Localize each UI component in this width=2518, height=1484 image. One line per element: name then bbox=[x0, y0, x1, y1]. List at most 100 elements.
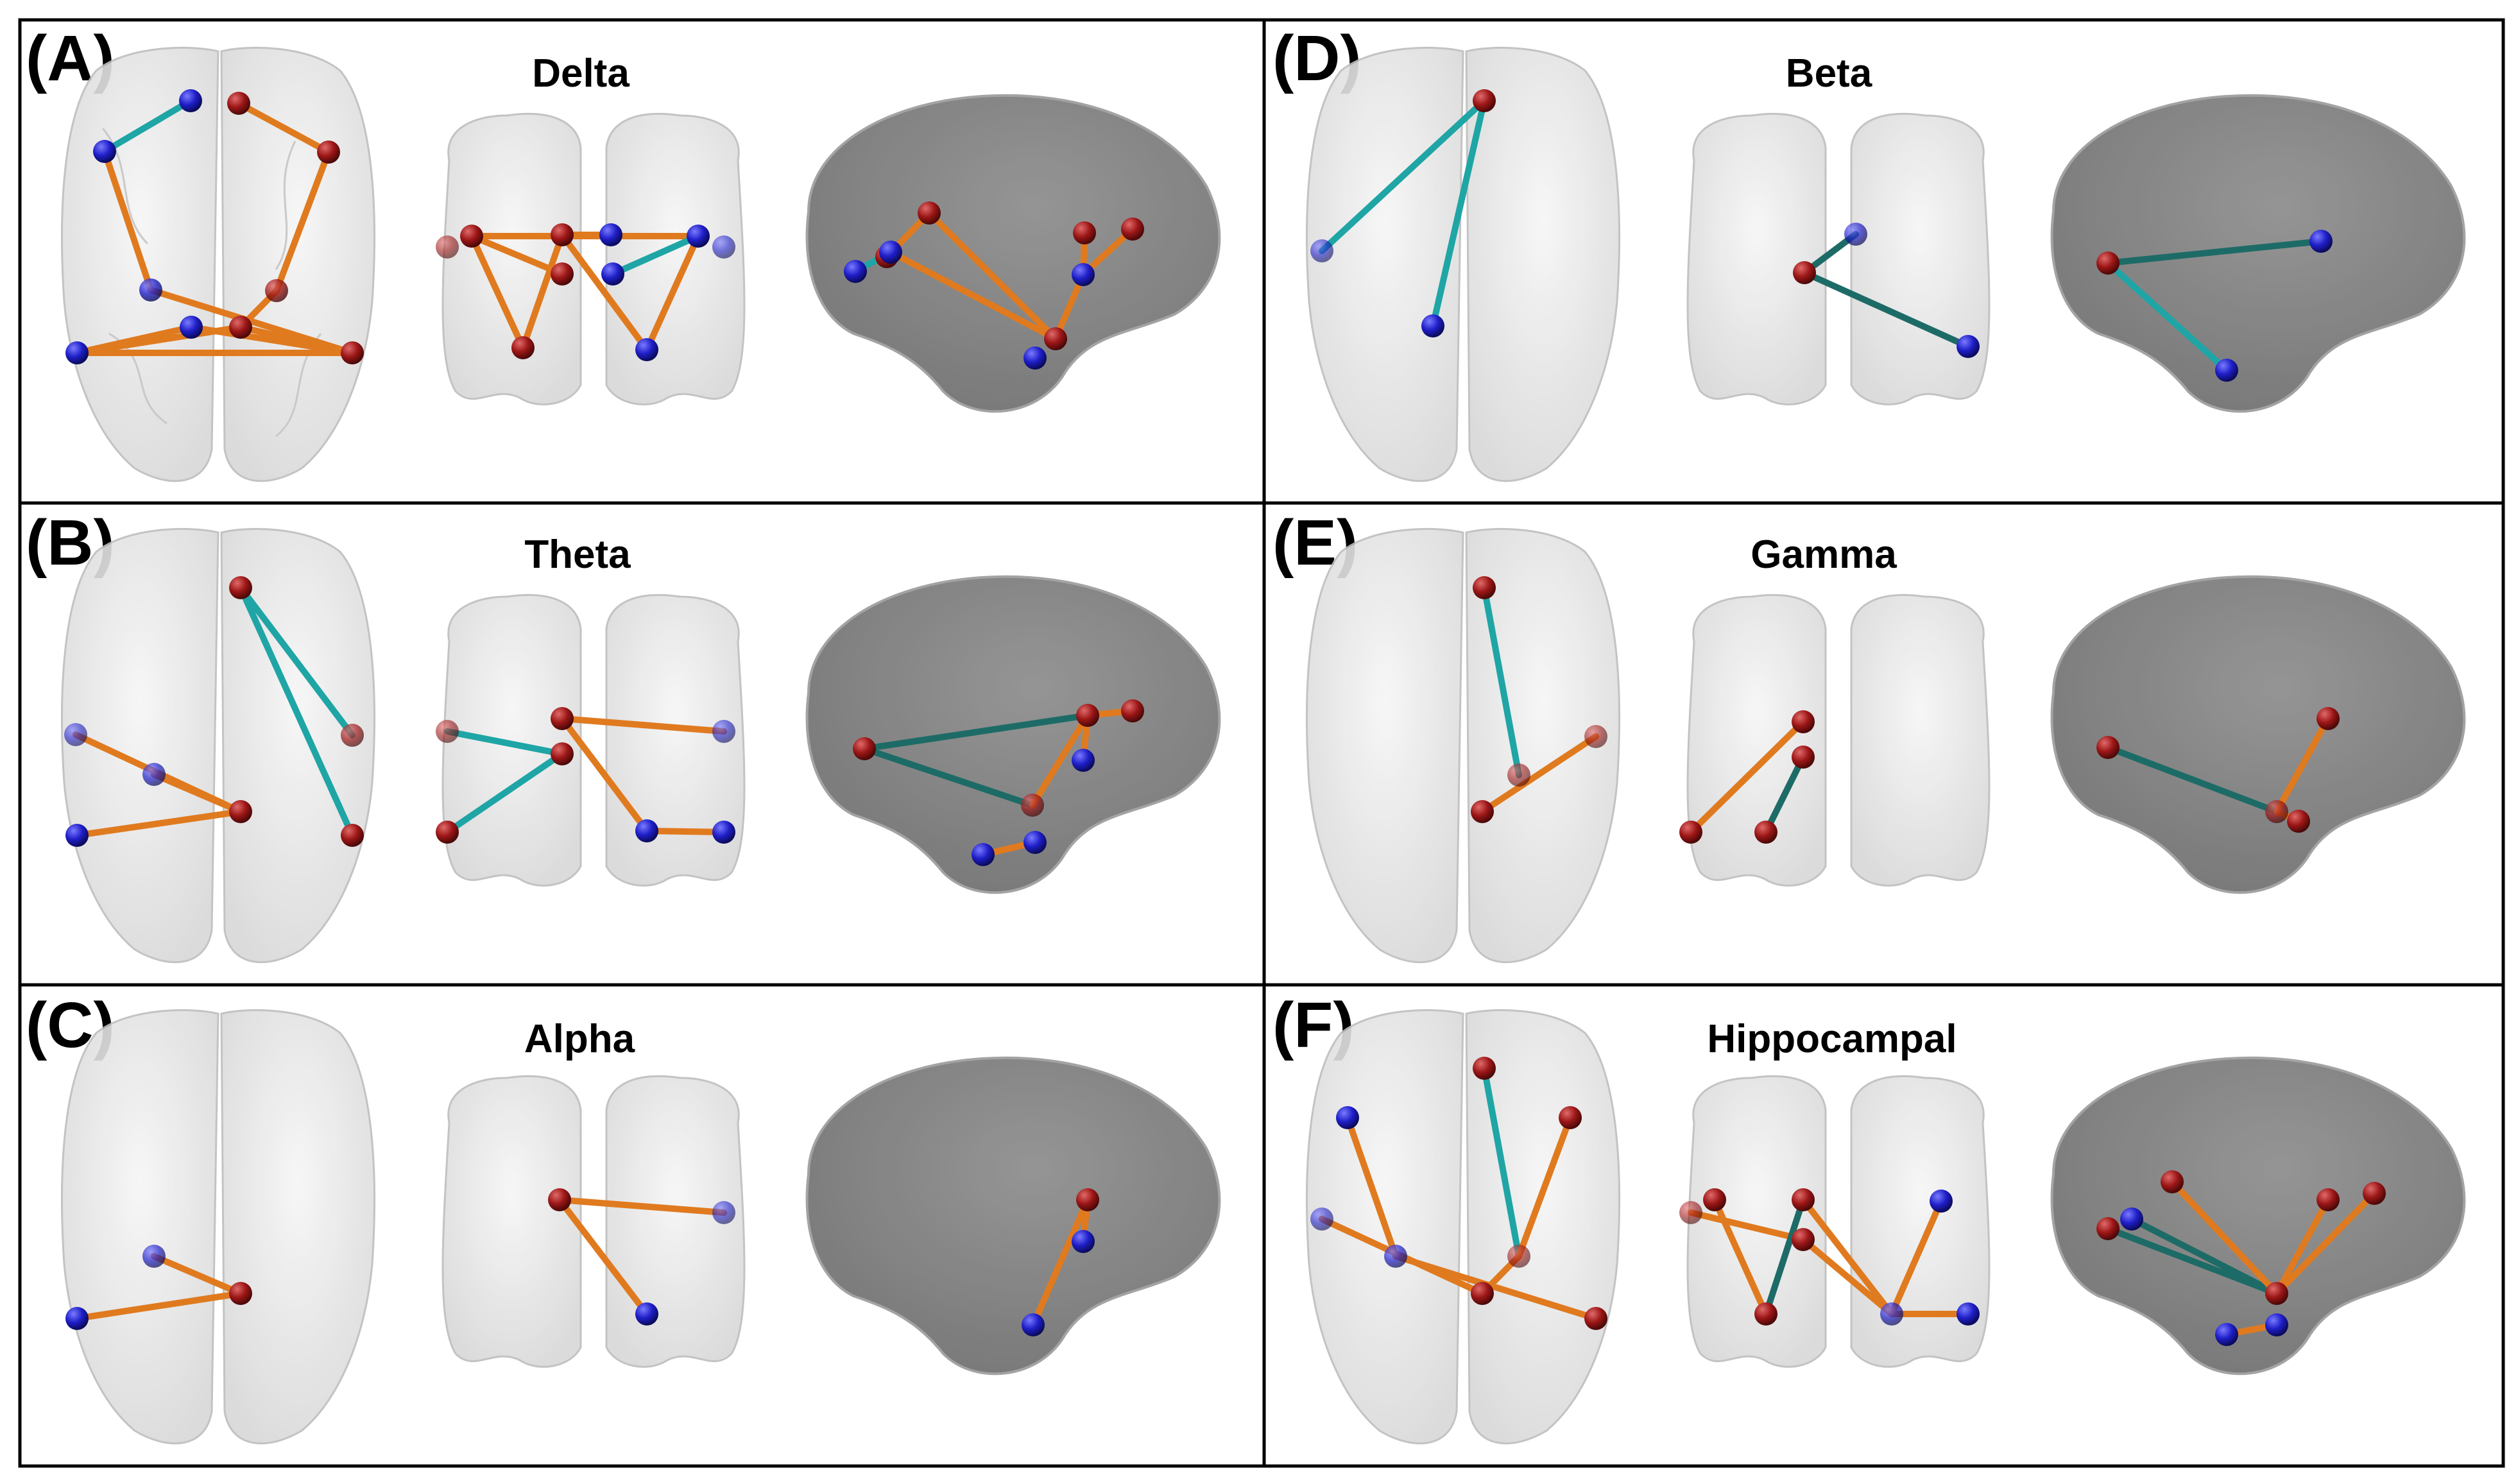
connection-edge bbox=[1479, 733, 1599, 815]
node-red bbox=[341, 724, 364, 747]
node-blue bbox=[635, 338, 658, 361]
brain-axial-view bbox=[61, 1009, 375, 1445]
connection-edge bbox=[2105, 238, 2324, 266]
node-red bbox=[1792, 1228, 1815, 1251]
node-blue bbox=[1930, 1190, 1953, 1213]
node-blue bbox=[139, 278, 162, 302]
node-blue bbox=[179, 89, 202, 112]
node-red bbox=[1792, 1188, 1815, 1211]
brain-coronal-view bbox=[1686, 1075, 1991, 1368]
brain-surface bbox=[1465, 46, 1620, 482]
panel-title: Alpha bbox=[524, 1017, 635, 1061]
connection-edge bbox=[1800, 1197, 1895, 1317]
node-red bbox=[1584, 1307, 1607, 1330]
node-blue bbox=[1880, 1302, 1903, 1326]
node-blue bbox=[1421, 314, 1444, 337]
node-blue bbox=[93, 140, 116, 163]
node-blue bbox=[65, 824, 89, 847]
connection-edge bbox=[926, 210, 1059, 342]
brain-surface bbox=[61, 527, 219, 964]
brain-surface bbox=[220, 1009, 375, 1445]
panel-title: Theta bbox=[524, 533, 631, 577]
node-blue bbox=[1310, 239, 1333, 262]
connection-edge bbox=[559, 715, 727, 735]
node-red bbox=[2161, 1170, 2184, 1193]
brain-sagittal-view bbox=[2050, 1056, 2466, 1376]
brain-axial-view bbox=[1306, 1009, 1620, 1445]
connection-edge bbox=[151, 1253, 244, 1297]
node-red bbox=[229, 576, 252, 599]
node-blue bbox=[142, 1245, 166, 1268]
brain-surface bbox=[1686, 112, 1827, 405]
node-blue bbox=[712, 720, 735, 743]
node-red bbox=[436, 821, 459, 844]
brain-surface bbox=[441, 593, 582, 887]
panel-title: Beta bbox=[1786, 51, 1872, 96]
node-red bbox=[436, 235, 459, 259]
brain-surface bbox=[1306, 46, 1464, 482]
connection-edge bbox=[273, 149, 332, 294]
connection-edge bbox=[1319, 98, 1487, 254]
node-red bbox=[1076, 704, 1099, 727]
node-red bbox=[229, 316, 252, 339]
brain-axial-view bbox=[61, 46, 375, 482]
panel-gamma: (E) Gamma bbox=[1272, 507, 2466, 964]
connection-edge bbox=[1481, 584, 1522, 778]
connection-edge bbox=[1801, 269, 1971, 350]
node-blue bbox=[1023, 346, 1047, 370]
node-red bbox=[551, 707, 574, 730]
node-blue bbox=[1072, 1230, 1095, 1253]
node-red bbox=[1121, 699, 1144, 722]
node-red bbox=[1679, 821, 1702, 844]
node-blue bbox=[1384, 1245, 1407, 1268]
node-red bbox=[2317, 1188, 2340, 1211]
node-red bbox=[1584, 725, 1607, 748]
node-blue bbox=[65, 341, 89, 364]
node-red bbox=[2265, 1282, 2288, 1305]
panel-title: Gamma bbox=[1751, 533, 1897, 577]
nodes bbox=[1310, 1057, 2386, 1346]
node-red bbox=[1559, 1106, 1582, 1129]
node-red bbox=[317, 141, 340, 164]
brain-surface bbox=[1850, 1075, 1991, 1368]
node-blue bbox=[1957, 335, 1980, 358]
node-blue bbox=[712, 235, 735, 259]
connection-edge bbox=[101, 98, 194, 155]
brain-surface bbox=[1686, 593, 1827, 887]
connection-edge bbox=[556, 1197, 727, 1216]
brain-axial-view bbox=[61, 527, 375, 964]
connection-edge bbox=[151, 771, 244, 815]
node-blue bbox=[844, 260, 867, 283]
connection-edge bbox=[644, 233, 701, 353]
node-blue bbox=[2265, 1313, 2288, 1336]
node-red bbox=[1473, 89, 1496, 112]
connection-edge bbox=[1430, 98, 1487, 329]
node-red bbox=[2096, 252, 2120, 275]
node-red bbox=[2317, 707, 2340, 730]
connection-edge bbox=[2105, 744, 2280, 815]
brain-surface bbox=[805, 575, 1221, 894]
connection-edge bbox=[74, 1290, 244, 1322]
connection-edge bbox=[887, 249, 1059, 342]
brain-surface bbox=[805, 94, 1221, 413]
node-red bbox=[227, 92, 250, 115]
node-red bbox=[2265, 800, 2288, 823]
node-red bbox=[1473, 1057, 1496, 1080]
connection-edge bbox=[1800, 1236, 1895, 1317]
brain-surface bbox=[1465, 527, 1620, 964]
connection-edge bbox=[2105, 1225, 2280, 1297]
node-red bbox=[1044, 327, 1067, 350]
node-blue bbox=[1022, 1313, 1045, 1336]
connection-edge bbox=[2105, 260, 2230, 373]
node-blue bbox=[635, 1302, 658, 1326]
connection-edge bbox=[610, 233, 701, 277]
node-red bbox=[1793, 261, 1816, 284]
nodes bbox=[65, 1188, 1099, 1336]
connection-edge bbox=[237, 584, 355, 839]
edges bbox=[1479, 584, 2331, 835]
connection-edge bbox=[101, 148, 154, 293]
node-red bbox=[265, 279, 288, 302]
panel-beta: (D) Beta bbox=[1272, 22, 2466, 482]
node-blue bbox=[972, 843, 995, 866]
